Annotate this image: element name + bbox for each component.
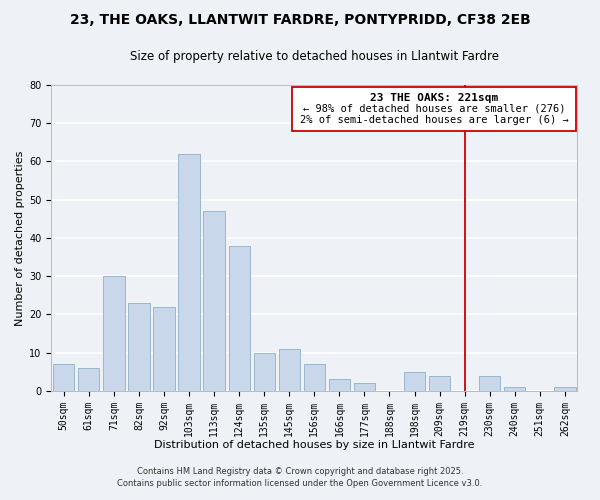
Text: Contains HM Land Registry data © Crown copyright and database right 2025.
Contai: Contains HM Land Registry data © Crown c… (118, 466, 482, 487)
Bar (53, 364, 74, 391)
FancyBboxPatch shape (292, 87, 576, 131)
Bar (429, 376, 450, 391)
Bar (404, 372, 425, 391)
Bar (229, 246, 250, 391)
Text: 23, THE OAKS, LLANTWIT FARDRE, PONTYPRIDD, CF38 2EB: 23, THE OAKS, LLANTWIT FARDRE, PONTYPRID… (70, 12, 530, 26)
Bar (554, 387, 575, 391)
Text: 23 THE OAKS: 221sqm: 23 THE OAKS: 221sqm (370, 92, 498, 102)
Bar (178, 154, 200, 391)
Y-axis label: Number of detached properties: Number of detached properties (15, 150, 25, 326)
Bar (154, 306, 175, 391)
Bar (354, 383, 375, 391)
Bar (504, 387, 526, 391)
Text: 2% of semi-detached houses are larger (6) →: 2% of semi-detached houses are larger (6… (299, 115, 568, 125)
Bar (329, 380, 350, 391)
Bar (479, 376, 500, 391)
Bar (203, 211, 225, 391)
Bar (78, 368, 100, 391)
Text: ← 98% of detached houses are smaller (276): ← 98% of detached houses are smaller (27… (303, 104, 565, 114)
Bar (103, 276, 125, 391)
Title: Size of property relative to detached houses in Llantwit Fardre: Size of property relative to detached ho… (130, 50, 499, 63)
Bar (304, 364, 325, 391)
Bar (128, 303, 149, 391)
X-axis label: Distribution of detached houses by size in Llantwit Fardre: Distribution of detached houses by size … (154, 440, 475, 450)
Bar (278, 349, 300, 391)
Bar (254, 352, 275, 391)
